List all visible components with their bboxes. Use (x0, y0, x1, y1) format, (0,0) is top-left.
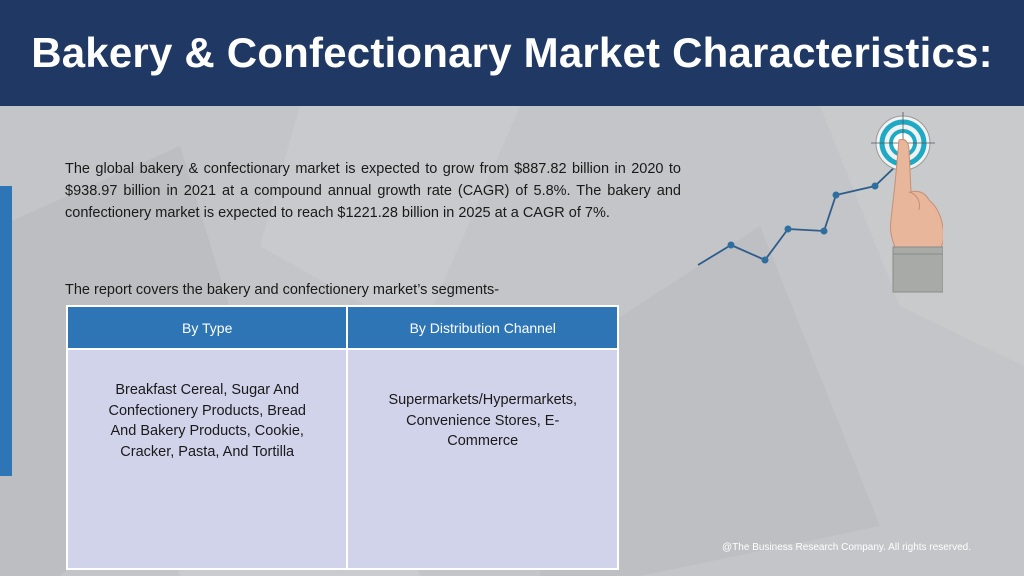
table-row: Breakfast Cereal, Sugar And Confectioner… (65, 348, 619, 570)
accent-bar (0, 186, 12, 476)
column-header-distribution: By Distribution Channel (346, 305, 619, 350)
segments-label: The report covers the bakery and confect… (65, 282, 500, 298)
cell-distribution: Supermarkets/Hypermarkets, Convenience S… (346, 348, 619, 570)
page-title: Bakery & Confectionary Market Characteri… (31, 29, 993, 76)
table-header-row: By Type By Distribution Channel (65, 305, 619, 350)
copyright-footer: @The Business Research Company. All righ… (722, 542, 971, 553)
growth-target-hand-icon (697, 112, 943, 293)
cell-type: Breakfast Cereal, Sugar And Confectioner… (65, 348, 349, 570)
segments-table: By Type By Distribution Channel Breakfas… (65, 305, 619, 570)
intro-paragraph: The global bakery & confectionary market… (65, 161, 681, 221)
column-header-type: By Type (65, 305, 349, 350)
header: Bakery & Confectionary Market Characteri… (0, 0, 1024, 106)
